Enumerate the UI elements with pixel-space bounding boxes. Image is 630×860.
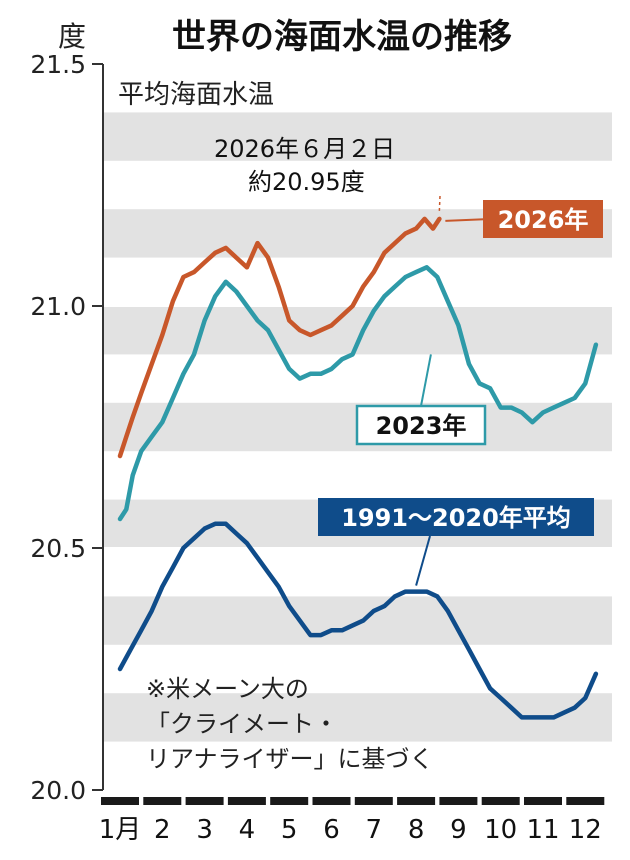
series-label: 2023年 [376,412,467,440]
y-tick-label: 21.5 [30,50,86,79]
series-label: 1991～2020年平均 [341,504,571,532]
y-ticks: 20.0 20.5 21.0 21.5 [30,50,103,805]
x-tick-label: 8 [408,815,425,845]
annotation-line-1: 2026年６月２日 [214,135,395,163]
x-tick-label: 4 [239,815,256,845]
x-tick-bar [185,797,224,805]
x-tick-bar [227,797,266,805]
y-tick-label: 20.5 [30,534,86,563]
x-tick-bar [354,797,393,805]
x-tick-label: 7 [366,815,383,845]
x-tick-bar [397,797,436,805]
series-label-leader [445,218,491,222]
x-tick-bar [566,797,605,805]
x-tick-label: 1月 [99,815,142,845]
grid-band [103,112,612,161]
x-ticks: 1月 2 3 4 5 6 7 8 9 10 11 12 [99,797,605,845]
source-note-line-2: 「クライメート・ [146,710,338,738]
series-label-box [318,498,594,536]
x-tick-label: 3 [196,815,213,845]
series-line [117,521,599,720]
series-label-leader [420,354,432,407]
series-lines [117,195,599,720]
x-tick-bar [270,797,309,805]
series-label-box [483,200,603,238]
x-tick-label: 6 [323,815,340,845]
x-tick-bar [143,797,182,805]
y-axis-unit: 度 [58,20,86,53]
y-tick-label: 21.0 [30,292,86,321]
annotation-line-2: 約20.95度 [248,168,365,196]
x-tick-label: 12 [569,815,602,845]
x-tick-label: 9 [450,815,467,845]
source-note-line-3: リアナライザー」に基づく [146,745,434,773]
series-line [117,216,442,459]
x-tick-bar [101,797,139,805]
x-tick-label: 11 [526,815,559,845]
series-line [117,265,599,522]
x-tick-label: 2 [154,815,171,845]
y-tick-label: 20.0 [30,776,86,805]
x-tick-bar [439,797,478,805]
x-tick-label: 10 [484,815,517,845]
chart-subtitle: 平均海面水温 [118,80,274,110]
source-note-line-1: ※米メーン大の [146,675,309,703]
series-label: 2026年 [498,206,589,234]
x-tick-bar [524,797,562,805]
x-tick-label: 5 [281,815,298,845]
grid-band [103,596,612,645]
annotation-leader [438,195,441,211]
series-label-box [355,404,487,446]
series-labels: 2026年 2023年 1991～2020年平均 [318,200,603,586]
chart-title: 世界の海面水温の推移 [172,17,512,57]
series-label-leader [415,535,431,586]
x-tick-bar [312,797,351,805]
x-tick-bar [481,797,520,805]
